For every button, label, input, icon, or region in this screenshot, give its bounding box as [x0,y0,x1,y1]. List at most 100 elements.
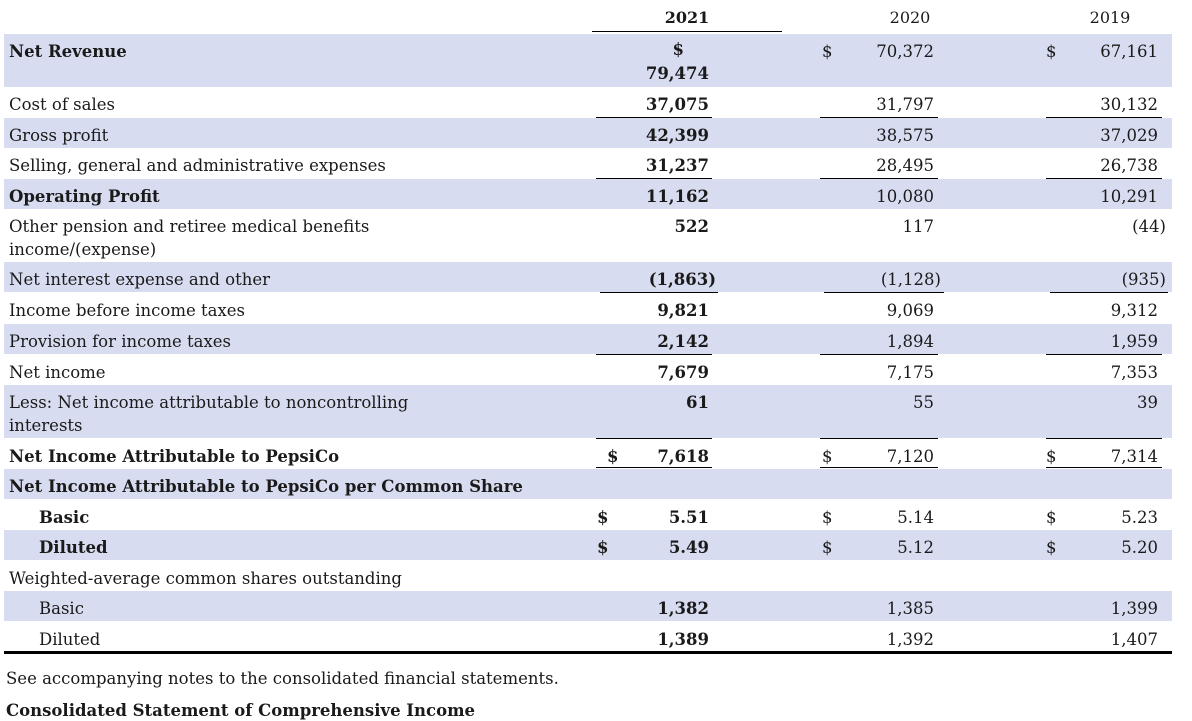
value-2020: (1,128) [880,270,941,289]
value-2020: 70,372 [876,42,934,61]
row-label: Net Revenue [9,42,127,61]
dollar-sign-2019: $ [1046,42,1057,61]
value-2020: 117 [902,217,935,236]
value-2021: 61 [686,393,709,412]
row-label: Other pension and retiree medical benefi… [9,217,370,259]
table-row-cost-of-sales: Cost of sales 37,075 31,797 30,132 [4,87,1172,117]
value-2021: 79,474 [645,64,709,83]
table-row-provision-taxes: Provision for income taxes 2,142 1,894 1… [4,324,1172,354]
column-header-2019: 2019 [1089,8,1131,27]
subtotal-rule [820,178,938,179]
dollar-sign-2020: $ [822,447,833,466]
subtotal-rule [596,354,712,355]
row-label: Gross profit [9,126,109,145]
section-heading: Net Income Attributable to PepsiCo per C… [9,477,523,496]
value-2019: 1,399 [1110,599,1158,618]
row-label: Income before income taxes [9,301,245,320]
subtotal-rule [1050,292,1168,293]
row-label: Less: Net income attributable to noncont… [9,393,409,435]
dollar-sign-2019: $ [1046,508,1057,527]
row-label: Operating Profit [9,187,160,206]
value-2020: 1,385 [886,599,934,618]
value-2019: 26,738 [1100,156,1158,175]
subtotal-rule [1046,178,1162,179]
subtotal-rule [824,292,944,293]
table-row-shares-basic: Basic 1,382 1,385 1,399 [4,591,1172,621]
value-2021: 1,389 [657,630,709,649]
value-2020: 7,120 [886,447,934,466]
value-2020: 38,575 [876,126,934,145]
subtotal-rule [1046,354,1162,355]
value-2019: 1,959 [1110,332,1158,351]
subtotal-rule [600,292,718,293]
table-row-shares-heading: Weighted-average common shares outstandi… [4,561,1172,591]
value-2019: 7,314 [1110,447,1158,466]
value-2019: 39 [1137,393,1158,412]
row-label: Selling, general and administrative expe… [9,156,386,175]
subtotal-rule [596,438,712,439]
table-row-gross-profit: Gross profit 42,399 38,575 37,029 [4,118,1172,148]
value-2019: 9,312 [1110,301,1158,320]
row-label: Diluted [39,630,101,649]
value-2021: 5.51 [668,508,709,527]
row-label: Net income [9,363,106,382]
value-2019: 5.23 [1121,508,1158,527]
row-label: Net interest expense and other [9,270,270,289]
value-2021: 5.49 [668,538,709,557]
value-2020: 7,175 [886,363,934,382]
value-2021: 7,618 [657,447,709,466]
row-label: Basic [39,599,84,618]
table-row-shares-diluted: Diluted 1,389 1,392 1,407 [4,622,1172,652]
table-row-eps-diluted: Diluted $ 5.49 $ 5.12 $ 5.20 [4,530,1172,560]
value-2021: 7,679 [657,363,709,382]
value-2019: 10,291 [1100,187,1158,206]
value-2019: 30,132 [1100,95,1158,114]
column-header-2020: 2020 [889,8,931,27]
value-2021: 11,162 [645,187,709,206]
subtotal-rule [820,438,938,439]
column-header-2021: 2021 [664,8,710,27]
dollar-sign-2021: $ [597,538,609,557]
section-heading: Weighted-average common shares outstandi… [9,569,402,588]
value-2021: 522 [674,217,709,236]
subtotal-rule [1046,117,1162,118]
table-row-noncontrolling: Less: Net income attributable to noncont… [4,385,1172,438]
dollar-sign-2019: $ [1046,538,1057,557]
header-underline [592,31,782,32]
subtotal-rule [596,117,712,118]
value-2021: 2,142 [657,332,709,351]
table-row-income-before-taxes: Income before income taxes 9,821 9,069 9… [4,293,1172,323]
table-row-other-pension: Other pension and retiree medical benefi… [4,209,1172,262]
row-label: Diluted [39,538,108,557]
dollar-sign-2021: $ [672,40,684,59]
value-2020: 31,797 [876,95,934,114]
subtotal-rule [820,354,938,355]
table-row-per-share-heading: Net Income Attributable to PepsiCo per C… [4,469,1172,499]
value-2021: 31,237 [645,156,709,175]
value-2020: 10,080 [876,187,934,206]
value-2020: 55 [913,393,934,412]
row-label: Provision for income taxes [9,332,231,351]
dollar-sign-2021: $ [607,447,619,466]
value-2021: 42,399 [645,126,709,145]
value-2020: 5.12 [897,538,934,557]
value-2019: 37,029 [1100,126,1158,145]
next-section-title: Consolidated Statement of Comprehensive … [6,701,476,720]
table-row-operating-profit: Operating Profit 11,162 10,080 10,291 [4,179,1172,209]
subtotal-rule [1046,438,1162,439]
value-2019: 1,407 [1110,630,1158,649]
dollar-sign-2020: $ [822,508,833,527]
value-2019: 7,353 [1110,363,1158,382]
table-bottom-rule [4,651,1172,654]
value-2021: 37,075 [645,95,709,114]
row-label: Cost of sales [9,95,116,114]
value-2021: 9,821 [657,301,709,320]
table-row-net-income-pepsico: Net Income Attributable to PepsiCo $ 7,6… [4,439,1172,469]
subtotal-rule [596,178,712,179]
value-2021: (1,863) [648,270,716,289]
value-2019: 67,161 [1100,42,1158,61]
dollar-sign-2021: $ [597,508,609,527]
value-2019: 5.20 [1121,538,1158,557]
value-2020: 1,392 [886,630,934,649]
table-row-eps-basic: Basic $ 5.51 $ 5.14 $ 5.23 [4,500,1172,530]
